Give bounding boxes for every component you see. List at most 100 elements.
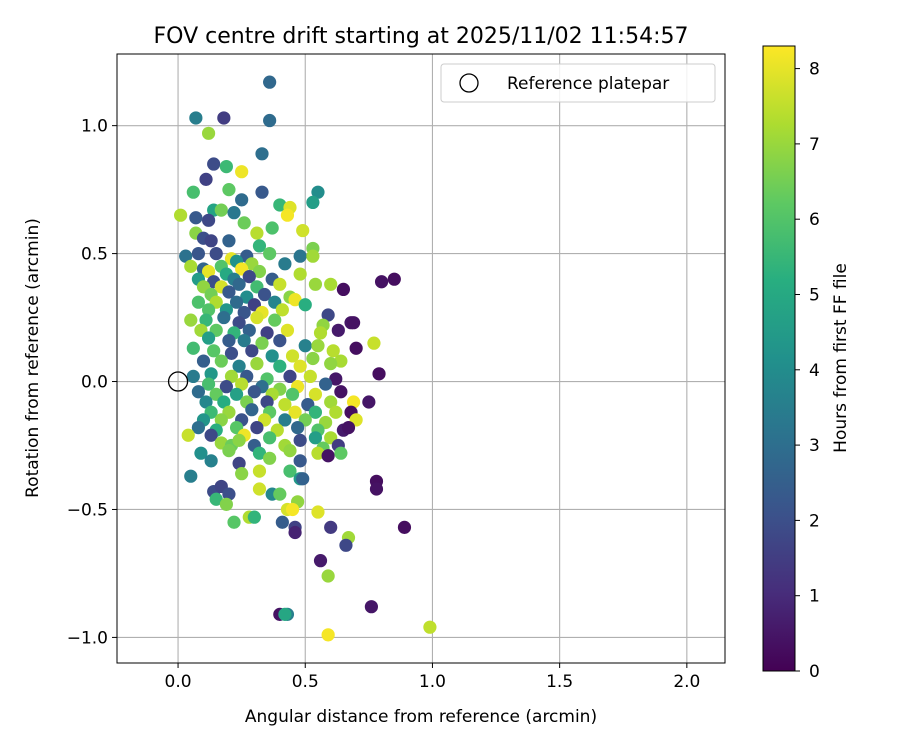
scatter-point bbox=[189, 211, 203, 225]
scatter-point bbox=[291, 420, 305, 435]
scatter-point bbox=[331, 323, 345, 337]
scatter-point bbox=[217, 395, 231, 409]
scatter-point bbox=[293, 267, 307, 281]
scatter-point bbox=[397, 520, 412, 534]
scatter-point bbox=[173, 208, 188, 222]
scatter-point bbox=[214, 203, 228, 217]
scatter-point bbox=[232, 277, 246, 291]
scatter-point bbox=[324, 277, 338, 291]
scatter-point bbox=[219, 159, 233, 174]
scatter-point bbox=[204, 367, 218, 381]
scatter-point bbox=[296, 472, 310, 486]
scatter-point bbox=[280, 208, 295, 222]
scatter-point bbox=[222, 183, 236, 197]
scatter-point bbox=[339, 538, 353, 552]
scatter-point bbox=[362, 395, 376, 409]
scatter-point bbox=[214, 413, 228, 427]
x-axis-label: Angular distance from reference (arcmin) bbox=[245, 707, 597, 727]
scatter-point bbox=[201, 264, 216, 279]
scatter-point bbox=[247, 385, 261, 399]
colorbar-tick-label: 1 bbox=[809, 587, 820, 607]
scatter-point bbox=[263, 75, 277, 89]
scatter-point bbox=[308, 277, 323, 291]
scatter-point bbox=[311, 505, 325, 519]
scatter-point bbox=[204, 428, 218, 442]
scatter-point bbox=[288, 293, 302, 307]
y-axis-ticks: −1.0 −0.5 0.0 0.5 1.0 bbox=[67, 117, 117, 648]
scatter-point bbox=[285, 502, 300, 517]
scatter-point bbox=[242, 323, 256, 337]
scatter-point bbox=[247, 510, 261, 524]
colorbar-label: Hours from first FF file bbox=[831, 263, 851, 453]
scatter-point bbox=[341, 420, 356, 435]
scatter-point bbox=[235, 467, 249, 481]
scatter-point bbox=[201, 213, 216, 227]
scatter-point bbox=[224, 346, 239, 360]
scatter-point bbox=[250, 226, 264, 240]
scatter-point bbox=[273, 487, 287, 501]
scatter-point bbox=[222, 487, 236, 501]
scatter-point bbox=[255, 147, 269, 161]
scatter-point bbox=[245, 403, 259, 417]
scatter-point bbox=[367, 336, 381, 350]
scatter-point bbox=[263, 113, 277, 128]
scatter-point bbox=[257, 287, 272, 302]
scatter-point bbox=[313, 554, 328, 568]
colorbar-tick-label: 4 bbox=[809, 361, 820, 381]
scatter-point bbox=[334, 354, 348, 368]
reference-marker-layer bbox=[167, 371, 189, 392]
scatter-point bbox=[252, 464, 267, 478]
scatter-point bbox=[308, 431, 323, 445]
scatter-point bbox=[372, 367, 386, 381]
scatter-point bbox=[181, 428, 195, 442]
y-tick-label: −1.0 bbox=[67, 628, 108, 648]
scatter-point bbox=[329, 405, 343, 419]
scatter-point bbox=[255, 185, 269, 199]
y-axis-label: Rotation from reference (arcmin) bbox=[23, 218, 43, 498]
scatter-point bbox=[374, 275, 389, 289]
scatter-point bbox=[329, 372, 343, 386]
scatter-point bbox=[199, 395, 213, 409]
scatter-point bbox=[346, 395, 361, 409]
x-tick-label: 2.0 bbox=[673, 672, 700, 692]
scatter-point bbox=[229, 387, 244, 401]
scatter-point bbox=[250, 310, 264, 325]
scatter-point bbox=[260, 326, 274, 340]
colorbar-tick-label: 2 bbox=[809, 511, 820, 531]
scatter-point bbox=[184, 259, 198, 273]
scatter-point bbox=[263, 451, 277, 465]
scatter-point bbox=[275, 303, 289, 317]
scatter-point bbox=[308, 387, 323, 401]
scatter-point bbox=[265, 349, 279, 363]
scatter-point bbox=[232, 456, 246, 471]
scatter-point bbox=[288, 525, 302, 540]
scatter-point bbox=[232, 359, 246, 373]
scatter-point bbox=[224, 369, 239, 384]
scatter-point bbox=[285, 349, 300, 363]
colorbar-tick-label: 6 bbox=[809, 210, 820, 230]
scatter-point bbox=[196, 354, 211, 368]
y-tick-label: 0.0 bbox=[81, 373, 108, 393]
scatter-point bbox=[293, 454, 307, 468]
scatter-point bbox=[285, 387, 300, 401]
scatter-point bbox=[260, 395, 274, 409]
reference-platepar-marker bbox=[167, 371, 189, 392]
scatter-point bbox=[263, 431, 277, 445]
scatter-point bbox=[273, 277, 287, 291]
scatter-point bbox=[293, 249, 307, 263]
scatter-point bbox=[273, 359, 287, 373]
scatter-point bbox=[184, 313, 198, 327]
scatter-point bbox=[227, 515, 241, 529]
scatter-point bbox=[280, 323, 295, 337]
scatter-point bbox=[283, 369, 297, 384]
scatter-point bbox=[346, 316, 361, 330]
scatter-point bbox=[324, 357, 338, 371]
scatter-point bbox=[321, 628, 335, 642]
scatter-point bbox=[186, 369, 200, 384]
scatter-point bbox=[311, 339, 325, 353]
scatter-point bbox=[191, 385, 206, 399]
scatter-point bbox=[201, 303, 216, 317]
scatter-point bbox=[207, 344, 221, 358]
scatter-point bbox=[311, 185, 325, 199]
scatter-point bbox=[283, 444, 297, 458]
